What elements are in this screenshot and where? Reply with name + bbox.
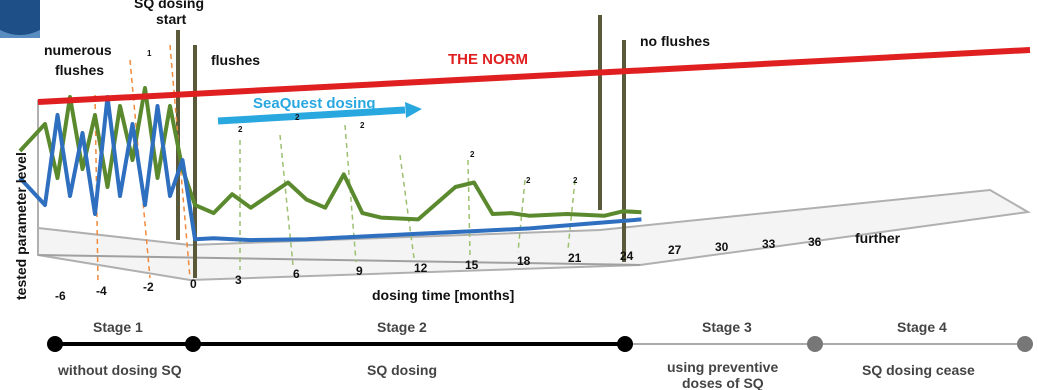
x-tick--4: -4 (96, 284, 107, 298)
x-tick-30: 30 (715, 240, 729, 254)
series-line-2 (18, 95, 642, 243)
marker-2-2: 2 (360, 121, 365, 130)
sq-start-label-2: start (156, 11, 187, 27)
stage-2-label: SQ dosing (367, 362, 437, 378)
x-tick--6: -6 (55, 289, 66, 303)
marker-2-5: 2 (573, 176, 578, 185)
marker-2-1: 2 (295, 113, 300, 122)
marker-2-group: 2 2 2 2 2 2 (238, 113, 578, 185)
floor-plane (37, 100, 1032, 282)
norm-line (37, 47, 1031, 105)
guide-green-2 (344, 124, 357, 263)
x-tick-12: 12 (414, 261, 428, 275)
sq-start-label: SQ dosing (134, 0, 204, 11)
stage-1-label: without dosing SQ (57, 362, 182, 378)
dosing-arrow-label: SeaQuest dosing (253, 95, 376, 112)
series-layer (18, 86, 642, 243)
marker-2-0: 2 (238, 125, 243, 134)
stage-4-name: Stage 4 (897, 319, 947, 335)
guide-green-1 (279, 134, 294, 266)
x-tick-27: 27 (668, 243, 682, 257)
x-tick-33: 33 (762, 237, 776, 251)
marker-2-3: 2 (470, 150, 475, 159)
x-tick-labels: -6 -4 -2 0 3 6 9 12 15 18 21 24 27 30 33 36 further (55, 230, 901, 303)
x-tick-further: further (855, 230, 901, 246)
norm-label: THE NORM (448, 51, 528, 68)
stage-4-label: SQ dosing cease (862, 362, 975, 378)
x-tick-21: 21 (568, 251, 582, 265)
stage-3-label: using preventive (667, 359, 778, 375)
marker-1: 1 (147, 49, 152, 58)
x-tick-24: 24 (620, 249, 634, 263)
x-tick-18: 18 (517, 254, 531, 268)
x-tick-0: 0 (190, 277, 197, 291)
stage-3-name: Stage 3 (702, 319, 752, 335)
stage-timeline (47, 336, 1033, 352)
x-tick-3: 3 (235, 273, 242, 287)
x-tick-6: 6 (293, 267, 300, 281)
numerous-flushes-label-2: flushes (55, 62, 104, 78)
x-axis-label: dosing time [months] (372, 287, 514, 303)
stage-3-label-2: doses of SQ (682, 375, 764, 390)
x-tick-15: 15 (465, 258, 479, 272)
guide-orange-2 (169, 44, 191, 279)
x-tick-9: 9 (356, 264, 363, 278)
flushes-label: flushes (211, 52, 260, 68)
logo-fragment (0, 0, 40, 38)
y-axis-label: tested parameter level (13, 152, 29, 300)
no-flushes-label: no flushes (640, 33, 710, 49)
x-tick-36: 36 (808, 235, 822, 249)
stage-1-name: Stage 1 (93, 319, 143, 335)
guide-green-4 (467, 159, 471, 257)
x-tick--2: -2 (143, 280, 154, 294)
guide-green-6 (567, 179, 576, 250)
numerous-flushes-label: numerous (44, 42, 112, 58)
stage-2-name: Stage 2 (377, 319, 427, 335)
dosing-arrow: SeaQuest dosing (217, 95, 422, 125)
marker-2-4: 2 (526, 176, 531, 185)
